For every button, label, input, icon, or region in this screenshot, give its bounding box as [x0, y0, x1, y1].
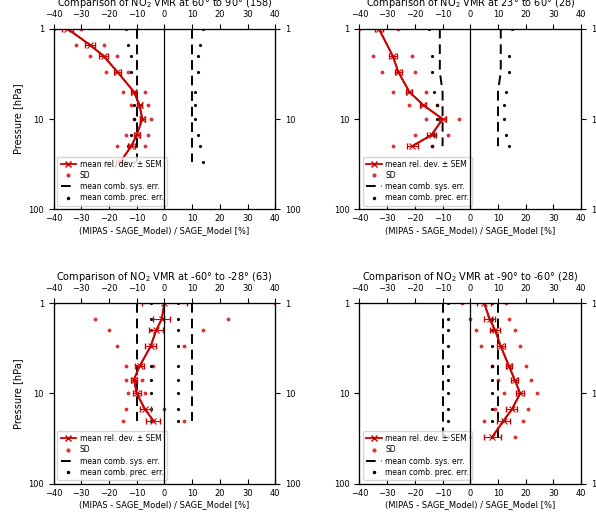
Y-axis label: Pressure [hPa]: Pressure [hPa]: [13, 358, 23, 429]
X-axis label: (MIPAS - SAGE_Model) / SAGE_Model [%]: (MIPAS - SAGE_Model) / SAGE_Model [%]: [385, 501, 555, 509]
Title: Comparison of NO$_2$ VMR at 23° to 60° (28): Comparison of NO$_2$ VMR at 23° to 60° (…: [365, 0, 575, 10]
Legend: mean rel. dev. ± SEM, SD, mean comb. sys. err., mean comb. prec. err.: mean rel. dev. ± SEM, SD, mean comb. sys…: [364, 431, 473, 480]
Y-axis label: Pressure [hPa]: Pressure [hPa]: [13, 84, 23, 154]
Title: Comparison of NO$_2$ VMR at -90° to -60° (28): Comparison of NO$_2$ VMR at -90° to -60°…: [362, 270, 579, 285]
Legend: mean rel. dev. ± SEM, SD, mean comb. sys. err., mean comb. prec. err.: mean rel. dev. ± SEM, SD, mean comb. sys…: [57, 431, 166, 480]
X-axis label: (MIPAS - SAGE_Model) / SAGE_Model [%]: (MIPAS - SAGE_Model) / SAGE_Model [%]: [79, 501, 250, 509]
Legend: mean rel. dev. ± SEM, SD, mean comb. sys. err., mean comb. prec. err.: mean rel. dev. ± SEM, SD, mean comb. sys…: [57, 156, 166, 206]
Title: Comparison of NO$_2$ VMR at -60° to -28° (63): Comparison of NO$_2$ VMR at -60° to -28°…: [56, 270, 273, 285]
Title: Comparison of NO$_2$ VMR at 60° to 90° (158): Comparison of NO$_2$ VMR at 60° to 90° (…: [57, 0, 272, 10]
X-axis label: (MIPAS - SAGE_Model) / SAGE_Model [%]: (MIPAS - SAGE_Model) / SAGE_Model [%]: [385, 226, 555, 235]
Legend: mean rel. dev. ± SEM, SD, mean comb. sys. err., mean comb. prec. err.: mean rel. dev. ± SEM, SD, mean comb. sys…: [364, 156, 473, 206]
X-axis label: (MIPAS - SAGE_Model) / SAGE_Model [%]: (MIPAS - SAGE_Model) / SAGE_Model [%]: [79, 226, 250, 235]
